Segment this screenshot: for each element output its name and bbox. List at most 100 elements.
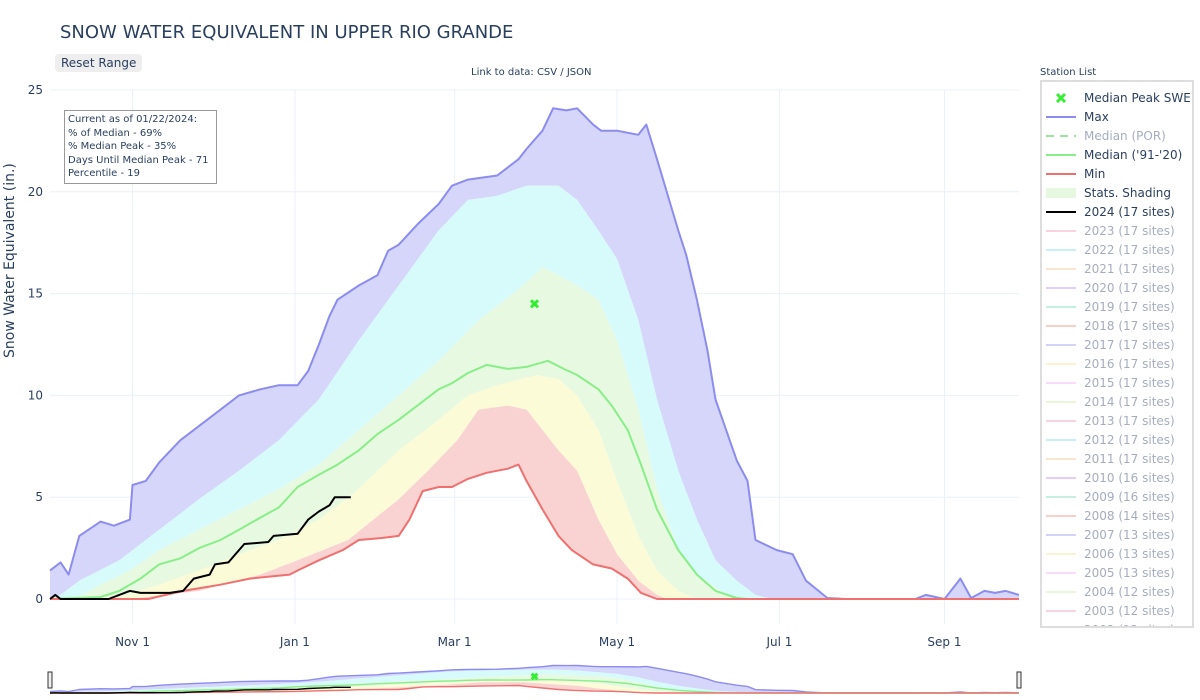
- legend-swatch-icon: [1046, 168, 1076, 180]
- legend-swatch-icon: [1046, 320, 1076, 332]
- legend-item[interactable]: Max: [1046, 107, 1109, 126]
- legend-label: 2021 (17 sites): [1084, 261, 1175, 276]
- legend-swatch-icon: [1046, 263, 1076, 275]
- current-year-line: [49, 686, 351, 694]
- legend-item[interactable]: 2017 (17 sites): [1046, 335, 1175, 354]
- range-handle-left[interactable]: [47, 671, 53, 689]
- data-link-text: Link to data: CSV / JSON: [471, 67, 592, 78]
- legend-label: 2003 (12 sites): [1084, 603, 1175, 618]
- legend-item[interactable]: 2015 (17 sites): [1046, 373, 1175, 392]
- range-handle-right[interactable]: [1016, 671, 1022, 689]
- legend-item[interactable]: 2004 (12 sites): [1046, 582, 1175, 601]
- legend-item[interactable]: 2018 (17 sites): [1046, 316, 1175, 335]
- legend-label: 2012 (17 sites): [1084, 432, 1175, 447]
- legend-swatch-icon: [1046, 491, 1076, 503]
- legend-item[interactable]: 2021 (17 sites): [1046, 259, 1175, 278]
- percent-median-peak: % Median Peak - 35%: [68, 141, 177, 152]
- legend-item[interactable]: 2007 (13 sites): [1046, 525, 1175, 544]
- range-slider[interactable]: [47, 663, 1022, 694]
- legend-item[interactable]: Stats. Shading: [1046, 183, 1171, 202]
- legend-swatch-icon: [1046, 358, 1076, 370]
- legend-item[interactable]: 2006 (13 sites): [1046, 544, 1175, 563]
- legend-item[interactable]: 2005 (13 sites): [1046, 563, 1175, 582]
- band-min-10: [50, 682, 1019, 693]
- legend-swatch-icon: [1046, 548, 1076, 560]
- x-marker-icon: [1046, 92, 1076, 104]
- legend-item[interactable]: Min: [1046, 164, 1105, 183]
- legend-label: Median Peak SWE: [1084, 90, 1191, 105]
- legend-label: Stats. Shading: [1084, 185, 1172, 200]
- band-30-70: [50, 267, 1019, 599]
- legend-swatch-icon: [1046, 472, 1076, 484]
- link-prefix: Link to data:: [471, 67, 537, 78]
- link-separator: /: [557, 67, 567, 78]
- x-tick-label: Jul 1: [765, 635, 792, 649]
- median-peak-marker[interactable]: [529, 299, 540, 309]
- legend-item[interactable]: 2020 (17 sites): [1046, 278, 1175, 297]
- legend-item[interactable]: 2009 (16 sites): [1046, 487, 1175, 506]
- legend-label: 2002 (12 sites): [1084, 623, 1175, 627]
- legend-label: 2022 (17 sites): [1084, 242, 1175, 257]
- legend-item[interactable]: 2019 (17 sites): [1046, 297, 1175, 316]
- min-line: [50, 684, 1019, 694]
- legend-swatch-icon: [1046, 415, 1076, 427]
- legend-item[interactable]: 2024 (17 sites): [1046, 202, 1175, 221]
- y-tick-label: 15: [28, 287, 43, 301]
- reset-range-button[interactable]: Reset Range: [55, 54, 143, 72]
- band-30-70: [50, 674, 1019, 693]
- legend-label: 2007 (13 sites): [1084, 527, 1175, 542]
- legend-label: 2018 (17 sites): [1084, 318, 1175, 333]
- median-peak-marker[interactable]: [530, 672, 539, 681]
- x-tick-label: Sep 1: [927, 635, 961, 649]
- legend-swatch-icon: [1046, 225, 1076, 237]
- legend-item[interactable]: Median Peak SWE: [1046, 88, 1191, 107]
- x-tick-label: Jan 1: [279, 635, 310, 649]
- legend-label: 2020 (17 sites): [1084, 280, 1175, 295]
- legend-label: 2017 (17 sites): [1084, 337, 1175, 352]
- legend-item[interactable]: 2002 (12 sites): [1046, 620, 1175, 627]
- percent-of-median: % of Median - 69%: [68, 127, 163, 139]
- median-line: [49, 359, 1019, 600]
- legend-item[interactable]: 2016 (17 sites): [1046, 354, 1175, 373]
- legend-swatch-icon: [1046, 339, 1076, 351]
- legend-label: 2024 (17 sites): [1084, 204, 1175, 219]
- legend-item[interactable]: Median ('91-'20): [1046, 145, 1182, 164]
- legend[interactable]: Median Peak SWE Max Median (POR) Median ('9…: [1040, 80, 1194, 628]
- x-tick-label: Mar 1: [438, 635, 472, 649]
- legend-label: 2015 (17 sites): [1084, 375, 1175, 390]
- legend-swatch-icon: [1046, 605, 1076, 617]
- legend-swatch-icon: [1046, 377, 1076, 389]
- legend-label: Median ('91-'20): [1084, 147, 1183, 162]
- legend-swatch-icon: [1046, 244, 1076, 256]
- legend-label: 2014 (17 sites): [1084, 394, 1175, 409]
- legend-swatch-icon: [1046, 111, 1076, 123]
- legend-label: Max: [1084, 109, 1109, 124]
- legend-item[interactable]: 2022 (17 sites): [1046, 240, 1175, 259]
- legend-label: 2011 (17 sites): [1084, 451, 1175, 466]
- legend-swatch-icon: [1046, 206, 1076, 218]
- legend-swatch-icon: [1046, 624, 1076, 627]
- legend-item[interactable]: 2014 (17 sites): [1046, 392, 1175, 411]
- legend-item[interactable]: 2023 (17 sites): [1046, 221, 1175, 240]
- json-link[interactable]: JSON: [566, 67, 592, 78]
- legend-label: Median (POR): [1084, 128, 1166, 143]
- legend-title: Station List: [1040, 67, 1097, 78]
- legend-item[interactable]: 2012 (17 sites): [1046, 430, 1175, 449]
- csv-link[interactable]: CSV: [536, 67, 558, 78]
- legend-swatch-icon: [1046, 586, 1076, 598]
- legend-item[interactable]: Median (POR): [1046, 126, 1166, 145]
- legend-item[interactable]: 2010 (16 sites): [1046, 468, 1175, 487]
- legend-item[interactable]: 2011 (17 sites): [1046, 449, 1175, 468]
- current-year-line: [49, 496, 351, 600]
- band-min-10: [50, 405, 1019, 599]
- median-line: [49, 678, 1019, 694]
- legend-item[interactable]: 2008 (14 sites): [1046, 506, 1175, 525]
- x-tick-label: Nov 1: [115, 635, 150, 649]
- y-tick-label: 10: [28, 388, 43, 402]
- days-until-median-peak: Days Until Median Peak - 71: [68, 154, 209, 166]
- legend-swatch-icon: [1046, 510, 1076, 522]
- legend-item[interactable]: 2003 (12 sites): [1046, 601, 1175, 620]
- legend-label: Min: [1084, 166, 1106, 181]
- legend-item[interactable]: 2013 (17 sites): [1046, 411, 1175, 430]
